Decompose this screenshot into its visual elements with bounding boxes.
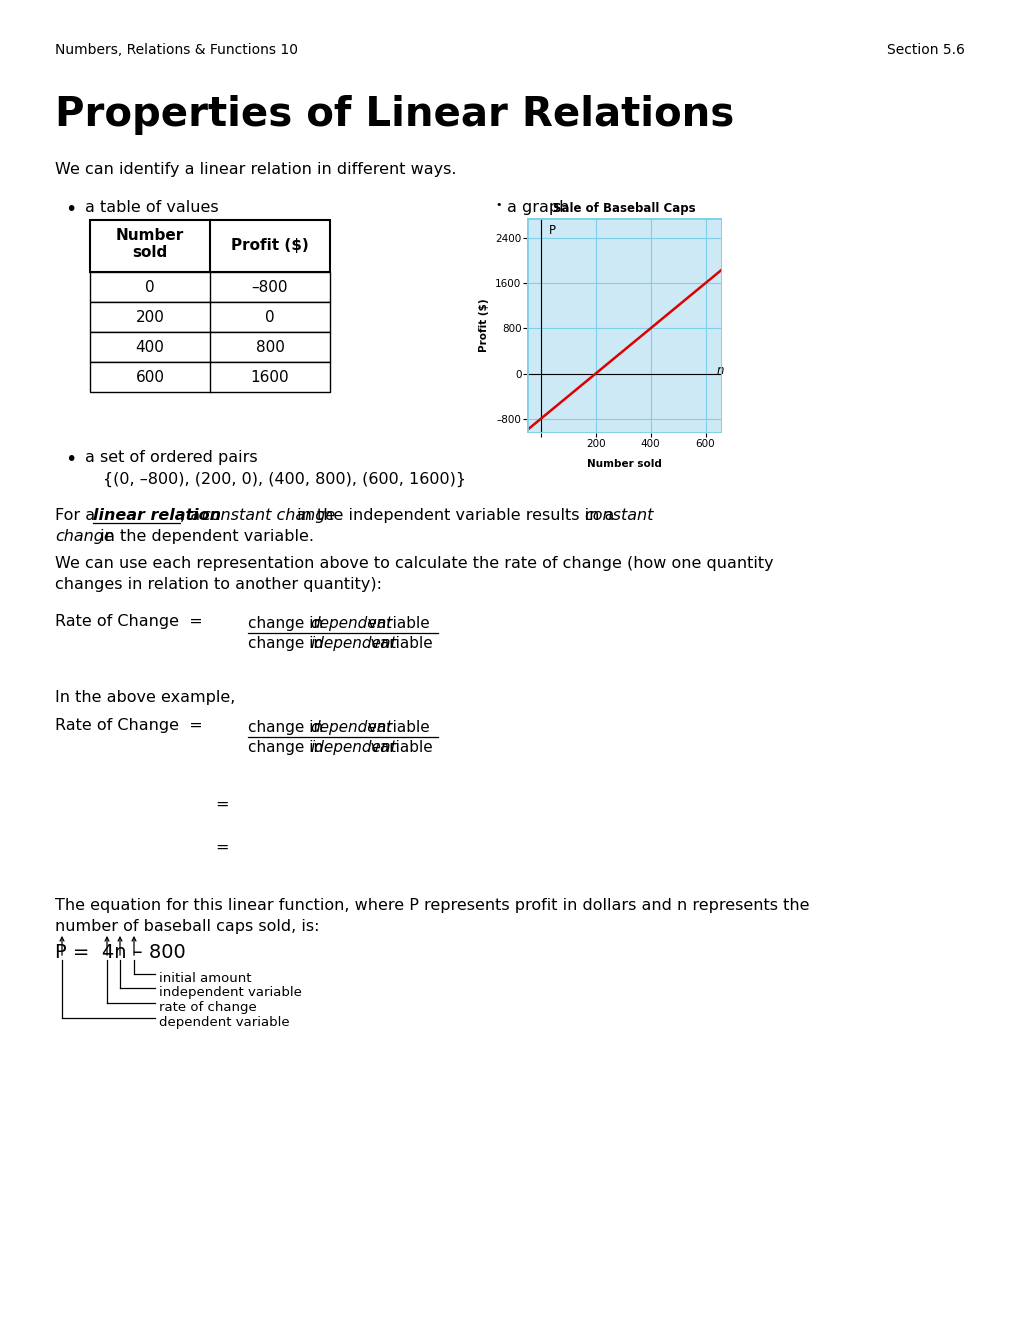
Text: in the independent variable results in a: in the independent variable results in a: [291, 508, 619, 523]
Text: For a: For a: [55, 508, 100, 523]
Text: Number sold: Number sold: [587, 459, 661, 469]
Text: Rate of Change  =: Rate of Change =: [55, 614, 203, 630]
Bar: [90, 220, 330, 272]
Text: a set of ordered pairs: a set of ordered pairs: [85, 450, 258, 465]
Text: In the above example,: In the above example,: [55, 690, 235, 705]
Text: variable: variable: [363, 719, 429, 735]
Text: Section 5.6: Section 5.6: [887, 44, 964, 57]
Text: 800: 800: [256, 341, 284, 355]
Text: variable: variable: [366, 741, 432, 755]
Text: •: •: [65, 450, 76, 469]
Text: •: •: [494, 201, 501, 210]
Text: 0: 0: [145, 280, 155, 294]
Text: Profit ($): Profit ($): [479, 298, 489, 352]
Text: The equation for this linear function, where P represents profit in dollars and : The equation for this linear function, w…: [55, 898, 809, 913]
Text: constant: constant: [584, 508, 653, 523]
Text: n: n: [715, 364, 723, 376]
Bar: [90, 333, 330, 362]
Text: •: •: [65, 201, 76, 219]
Text: number of baseball caps sold, is:: number of baseball caps sold, is:: [55, 919, 319, 935]
Bar: [527, 218, 721, 433]
Text: linear relation: linear relation: [93, 508, 221, 523]
Text: a graph: a graph: [506, 201, 569, 215]
Text: dependent: dependent: [310, 616, 392, 631]
Text: change in: change in: [248, 741, 328, 755]
Text: variable: variable: [366, 636, 432, 651]
Text: 400: 400: [136, 341, 164, 355]
Text: –800: –800: [252, 280, 288, 294]
Text: P: P: [548, 223, 555, 236]
Text: dependent variable: dependent variable: [159, 1016, 289, 1030]
Text: =: =: [215, 840, 228, 855]
Text: , a: , a: [179, 508, 205, 523]
Text: in the dependent variable.: in the dependent variable.: [95, 529, 314, 544]
Text: change in: change in: [248, 616, 328, 631]
Title: Sale of Baseball Caps: Sale of Baseball Caps: [552, 202, 695, 215]
Text: 200: 200: [136, 310, 164, 325]
Text: rate of change: rate of change: [159, 1001, 257, 1014]
Text: changes in relation to another quantity):: changes in relation to another quantity)…: [55, 577, 382, 591]
Text: idependent: idependent: [310, 741, 396, 755]
Text: independent variable: independent variable: [159, 986, 302, 999]
Text: We can identify a linear relation in different ways.: We can identify a linear relation in dif…: [55, 162, 457, 177]
Text: Rate of Change  =: Rate of Change =: [55, 718, 203, 733]
Text: a table of values: a table of values: [85, 201, 218, 215]
Text: Number
sold: Number sold: [116, 228, 184, 260]
Text: Profit ($): Profit ($): [231, 238, 309, 253]
Text: change in: change in: [248, 636, 328, 651]
Text: Numbers, Relations & Functions 10: Numbers, Relations & Functions 10: [55, 44, 298, 57]
Text: initial amount: initial amount: [159, 972, 252, 985]
Text: P =  4n – 800: P = 4n – 800: [55, 942, 185, 962]
Text: change: change: [55, 529, 114, 544]
Text: variable: variable: [363, 616, 429, 631]
Bar: [90, 272, 330, 302]
Text: Properties of Linear Relations: Properties of Linear Relations: [55, 95, 734, 135]
Text: 600: 600: [136, 370, 164, 385]
Text: 1600: 1600: [251, 370, 289, 385]
Text: dependent: dependent: [310, 719, 392, 735]
Text: =: =: [215, 797, 228, 812]
Text: {(0, –800), (200, 0), (400, 800), (600, 1600)}: {(0, –800), (200, 0), (400, 800), (600, …: [103, 473, 466, 487]
Text: 0: 0: [265, 310, 274, 325]
Bar: [90, 362, 330, 392]
Text: constant change: constant change: [202, 508, 335, 523]
Bar: [90, 302, 330, 333]
Text: idependent: idependent: [310, 636, 396, 651]
Text: We can use each representation above to calculate the rate of change (how one qu: We can use each representation above to …: [55, 556, 772, 572]
Text: change in: change in: [248, 719, 328, 735]
